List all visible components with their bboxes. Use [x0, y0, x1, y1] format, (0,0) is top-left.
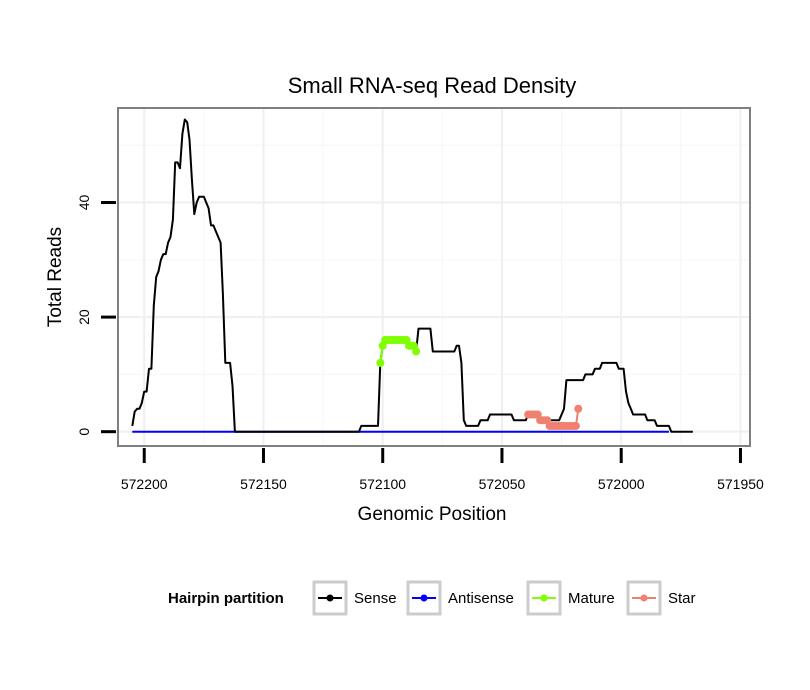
- legend-title: Hairpin partition: [168, 590, 284, 607]
- y-axis: 0 20 40: [76, 195, 116, 436]
- x-tick-label: 572050: [479, 476, 526, 492]
- legend-key-point-antisense: [420, 594, 428, 602]
- x-tick-label: 572100: [359, 476, 406, 492]
- x-axis-title: Genomic Position: [358, 504, 507, 525]
- legend-item-sense: Sense: [312, 580, 397, 616]
- legend-item-star: Star: [626, 580, 696, 616]
- x-tick-label: 572150: [240, 476, 287, 492]
- series-layer: [131, 118, 693, 433]
- series-mature: [376, 336, 421, 367]
- plot-panel: [117, 107, 751, 447]
- data-point-star: [574, 404, 583, 413]
- y-tick-label: 0: [76, 428, 92, 436]
- legend-label-star: Star: [668, 590, 696, 607]
- data-point-mature: [376, 358, 385, 367]
- x-tick-label: 572000: [598, 476, 645, 492]
- chart-title: Small RNA-seq Read Density: [288, 73, 577, 98]
- legend-key-point-sense: [326, 594, 334, 602]
- x-tick-label: 571950: [717, 476, 764, 492]
- x-axis: 572200 572150 572100 572050 572000 571950: [121, 448, 764, 492]
- legend: Hairpin partition Sense Antisense Mature St…: [168, 580, 696, 616]
- y-axis-title: Total Reads: [45, 227, 66, 327]
- legend-label-sense: Sense: [354, 590, 397, 607]
- data-point-star: [571, 421, 580, 430]
- legend-item-antisense: Antisense: [406, 580, 514, 616]
- legend-label-mature: Mature: [568, 590, 615, 607]
- legend-item-mature: Mature: [526, 580, 615, 616]
- plot-grid: [118, 108, 750, 446]
- legend-key-point-star: [640, 594, 648, 602]
- series-line-sense: [131, 118, 693, 433]
- x-tick-label: 572200: [121, 476, 168, 492]
- legend-label-antisense: Antisense: [448, 590, 514, 607]
- data-point-mature: [412, 347, 421, 356]
- series-sense: [131, 118, 693, 433]
- series-star: [524, 404, 583, 430]
- y-tick-label: 40: [76, 195, 92, 211]
- y-tick-label: 20: [76, 309, 92, 325]
- legend-key-point-mature: [540, 594, 548, 602]
